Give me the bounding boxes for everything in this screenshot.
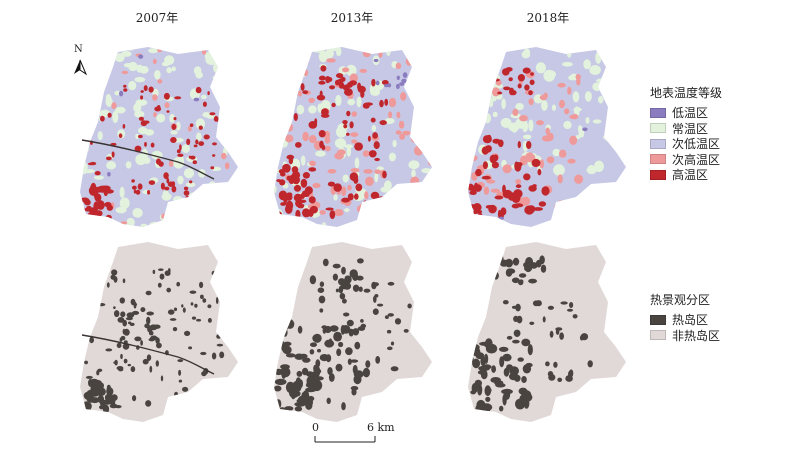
year-label-2013: 2013年	[330, 11, 374, 25]
map-patches	[82, 268, 225, 414]
scale-end-label: 6 km	[367, 421, 395, 434]
legend-item-high: 高温区	[650, 167, 722, 183]
legend-item-heat-island: 热岛区	[650, 312, 720, 328]
temperature-map-2018	[468, 47, 626, 227]
scale-start-label: 0	[312, 421, 319, 434]
road-line	[81, 139, 215, 180]
map-region	[80, 242, 238, 422]
legend-swatch	[650, 169, 666, 180]
legend-label: 次高温区	[672, 152, 721, 167]
legend-item-non-heat-island: 非热岛区	[650, 328, 720, 344]
map-region	[274, 47, 432, 227]
legend-label: 次低温区	[672, 137, 721, 152]
scale-bar	[314, 436, 376, 443]
heat-island-map-2018	[468, 242, 626, 422]
year-label-2007: 2007年	[135, 11, 179, 25]
heat-island-map-2007	[80, 242, 238, 422]
heat-legend-title: 热景观分区	[650, 293, 711, 307]
temperature-map-2013	[274, 47, 432, 227]
road-line	[81, 334, 215, 375]
legend-item-sublow: 次低温区	[650, 136, 722, 152]
legend-item-subhigh: 次高温区	[650, 152, 722, 168]
legend-label: 低温区	[672, 106, 709, 121]
legend-item-normal: 常温区	[650, 121, 722, 137]
legend-swatch	[650, 138, 666, 149]
legend-label: 常温区	[672, 121, 709, 136]
temperature-legend-title: 地表温度等级	[650, 86, 723, 100]
map-patches	[468, 48, 626, 222]
legend-swatch-heat	[650, 330, 666, 341]
map-region	[468, 242, 626, 422]
north-arrow-icon	[74, 59, 88, 76]
legend-swatch	[650, 123, 666, 134]
heat-legend: 热景观分区 热岛区 非热岛区	[650, 291, 720, 343]
map-patches	[274, 258, 421, 417]
legend-item-low: 低温区	[650, 105, 722, 121]
legend-swatch	[650, 154, 666, 165]
legend-label: 高温区	[672, 168, 709, 183]
year-label-2018: 2018年	[526, 11, 570, 25]
north-label: N	[74, 44, 83, 55]
legend-label: 热岛区	[672, 313, 709, 328]
heat-island-map-2013	[274, 242, 432, 422]
legend-swatch-heat	[650, 314, 666, 325]
temperature-legend: 地表温度等级 低温区 常温区 次低温区 次高温区 高温区	[650, 84, 722, 183]
legend-label: 非热岛区	[672, 328, 721, 343]
legend-swatch	[650, 107, 666, 118]
temperature-map-2007	[80, 47, 238, 227]
